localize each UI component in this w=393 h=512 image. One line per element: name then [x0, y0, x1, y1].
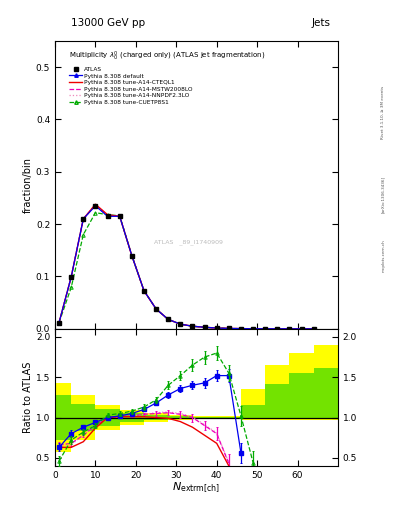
Text: ATLAS   _89_I1740909: ATLAS _89_I1740909 [154, 240, 222, 245]
Text: Rivet 3.1.10, ≥ 3M events: Rivet 3.1.10, ≥ 3M events [381, 86, 385, 139]
Text: 13000 GeV pp: 13000 GeV pp [71, 18, 145, 28]
Text: Multiplicity $\lambda_0^0$ (charged only) (ATLAS jet fragmentation): Multiplicity $\lambda_0^0$ (charged only… [69, 50, 266, 63]
Text: [arXiv:1306.3436]: [arXiv:1306.3436] [381, 176, 385, 213]
Y-axis label: Ratio to ATLAS: Ratio to ATLAS [23, 361, 33, 433]
Text: Jets: Jets [311, 18, 330, 28]
Legend: ATLAS, Pythia 8.308 default, Pythia 8.308 tune-A14-CTEQL1, Pythia 8.308 tune-A14: ATLAS, Pythia 8.308 default, Pythia 8.30… [69, 67, 193, 104]
Text: mcplots.cern.ch: mcplots.cern.ch [381, 240, 385, 272]
Y-axis label: fraction/bin: fraction/bin [23, 157, 33, 213]
X-axis label: $N_{\mathrm{extrm[ch]}}$: $N_{\mathrm{extrm[ch]}}$ [173, 481, 220, 495]
